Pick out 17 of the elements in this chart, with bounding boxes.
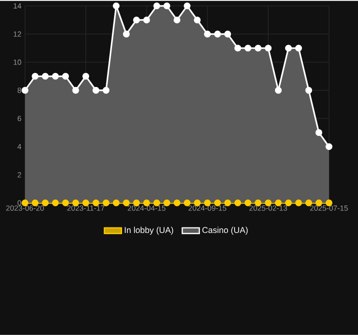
point xyxy=(295,200,302,206)
point xyxy=(224,200,232,206)
point xyxy=(52,200,59,206)
point xyxy=(112,200,120,206)
point xyxy=(62,200,69,206)
point xyxy=(122,200,130,206)
point xyxy=(42,200,49,206)
point xyxy=(184,200,191,206)
point xyxy=(285,200,292,206)
point xyxy=(163,200,170,206)
point xyxy=(174,200,180,206)
point xyxy=(244,200,252,206)
legend-label: Casino (UA) xyxy=(202,226,248,235)
legend-label: In lobby (UA) xyxy=(124,226,174,235)
point xyxy=(234,200,242,206)
point xyxy=(305,200,312,206)
point xyxy=(102,200,110,206)
